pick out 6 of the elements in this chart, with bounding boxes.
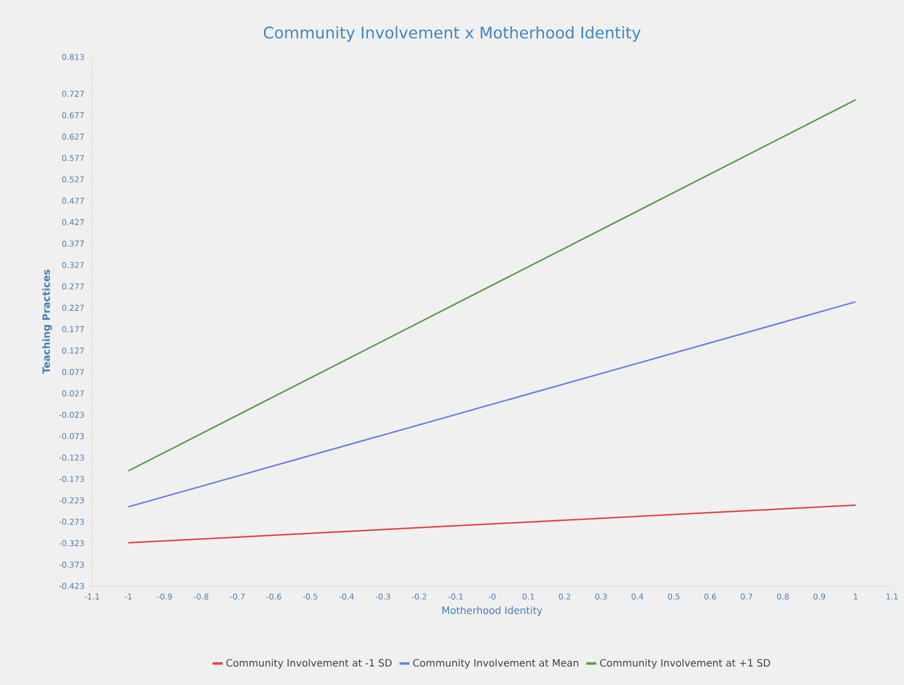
- y-axis-title: Teaching Practices: [42, 270, 52, 374]
- x-axis-title: Motherhood Identity: [442, 606, 542, 616]
- chart-title: Community Involvement x Motherhood Identity: [264, 26, 641, 42]
- legend-label: Community Involvement at +1 SD: [600, 658, 770, 669]
- legend-label: Community Involvement at Mean: [413, 658, 578, 669]
- legend-label: Community Involvement at -1 SD: [226, 658, 392, 669]
